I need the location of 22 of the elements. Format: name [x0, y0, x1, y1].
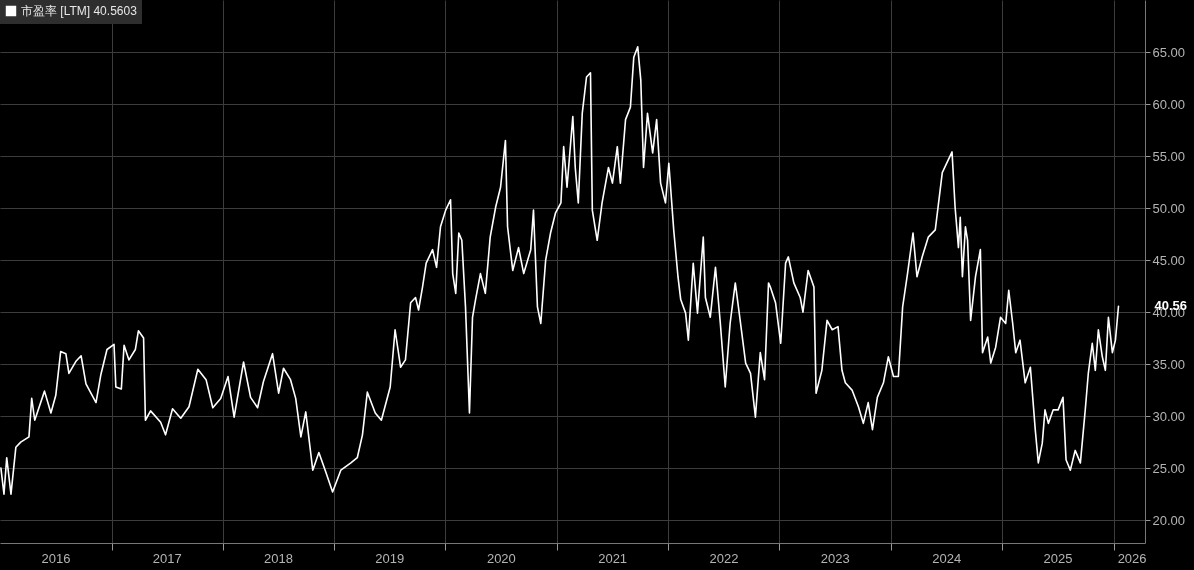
x-tick-label: 2018 — [264, 550, 293, 566]
legend-label: 市盈率 [LTM] 40.5603 — [21, 4, 138, 18]
x-tick-label: 2025 — [1043, 550, 1073, 566]
y-tick-label: 65.00 — [1152, 44, 1186, 60]
x-tick-label: 2022 — [709, 550, 739, 566]
y-tick-label: 45.00 — [1152, 252, 1186, 268]
y-tick-label: 60.00 — [1152, 96, 1186, 112]
line-series — [0, 46, 1120, 495]
x-tick-label: 2021 — [598, 550, 628, 566]
y-tick-label: 20.00 — [1152, 512, 1186, 528]
x-tick-label: 2026 — [1117, 550, 1147, 566]
x-tick-label: 2016 — [41, 550, 71, 566]
y-tick-label: 55.00 — [1152, 148, 1186, 164]
x-tick-label: 2019 — [375, 550, 405, 566]
y-tick-label: 35.00 — [1152, 356, 1186, 372]
x-tick-label: 2020 — [486, 550, 516, 566]
y-tick-label: 30.00 — [1152, 408, 1186, 424]
y-tick-label: 50.00 — [1152, 200, 1186, 216]
x-tick-label: 2023 — [820, 550, 850, 566]
x-tick-label: 2024 — [932, 550, 962, 566]
x-tick-label: 2017 — [152, 550, 182, 566]
y-tick-label: 25.00 — [1152, 460, 1186, 476]
